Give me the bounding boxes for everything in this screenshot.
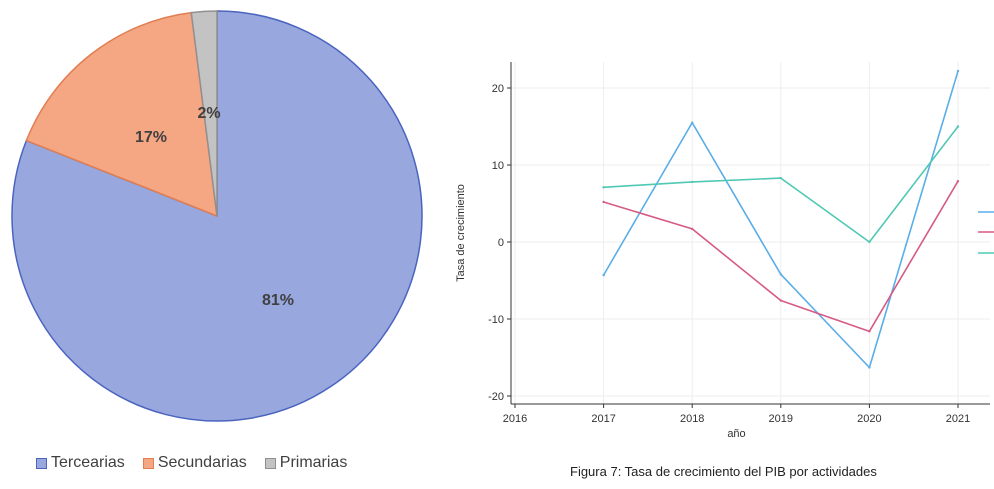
series-2-point-2019 (779, 176, 782, 180)
legend-swatch-primarias (264, 457, 276, 469)
y-tick-label-0: 0 (498, 237, 504, 249)
series-0-point-2019 (779, 273, 782, 276)
y-tick-label--10: -10 (488, 314, 504, 326)
series-1-point-2018 (691, 227, 694, 231)
line-chart: -20 -10 0 10 20 2016 2017 2018 2019 2020 2021 año Ta… (455, 62, 994, 440)
series-1-point-2021 (956, 179, 960, 183)
y-axis-label: Tasa de crecimiento (455, 184, 467, 282)
series-2-point-2021 (956, 125, 960, 128)
pie-slice-secundarias (25, 11, 218, 218)
x-tick-label-2017: 2017 (591, 413, 615, 425)
figure-caption: Figura 7: Tasa de crecimiento del PIB po… (570, 464, 877, 479)
series-0-point-2017 (602, 273, 605, 277)
y-tick-label--20: -20 (488, 391, 504, 403)
legend-swatch-secundarias (142, 457, 154, 469)
series-0-point-2021 (956, 69, 960, 73)
y-tick-label-10: 10 (492, 160, 504, 172)
legend-swatch-tercearias (36, 457, 47, 469)
series-2-point-2017 (602, 186, 605, 189)
series-1-point-2017 (602, 200, 605, 204)
x-tick-label-2018: 2018 (680, 413, 704, 425)
legend-item-secundarias: Secundarias (142, 454, 247, 472)
legend-item-tercearias: Tercearias (36, 454, 125, 472)
legend-label-primarias: Primarias (279, 454, 348, 471)
legend-label-secundarias: Secundarias (157, 454, 247, 471)
x-tick-label-2019: 2019 (769, 413, 793, 425)
series-0-point-2020 (868, 366, 871, 369)
pie-chart: 81% 17% 2% (11, 10, 423, 422)
series-0-point-2018 (691, 121, 694, 124)
pie-label-secundarias: 17% (135, 129, 167, 146)
pie-legend: Tercearias Secundarias Primarias (36, 454, 347, 472)
y-tick-label-20: 20 (492, 83, 504, 95)
pie-slice-primarias (190, 10, 218, 217)
x-tick-label-2021: 2021 (946, 413, 970, 425)
x-tick-label-2016: 2016 (503, 413, 527, 425)
x-axis-label: año (727, 428, 745, 440)
series-2-point-2018 (691, 180, 694, 184)
pie-label-primarias: 2% (197, 105, 220, 122)
x-tick-label-2020: 2020 (857, 413, 881, 425)
series-2-point-2020 (868, 240, 871, 244)
series-1-point-2019 (779, 299, 782, 302)
pie-label-tercearias: 81% (262, 292, 294, 309)
legend-item-primarias: Primarias (264, 454, 348, 472)
series-1-point-2020 (868, 330, 871, 333)
legend-label-tercearias: Tercearias (51, 454, 125, 471)
